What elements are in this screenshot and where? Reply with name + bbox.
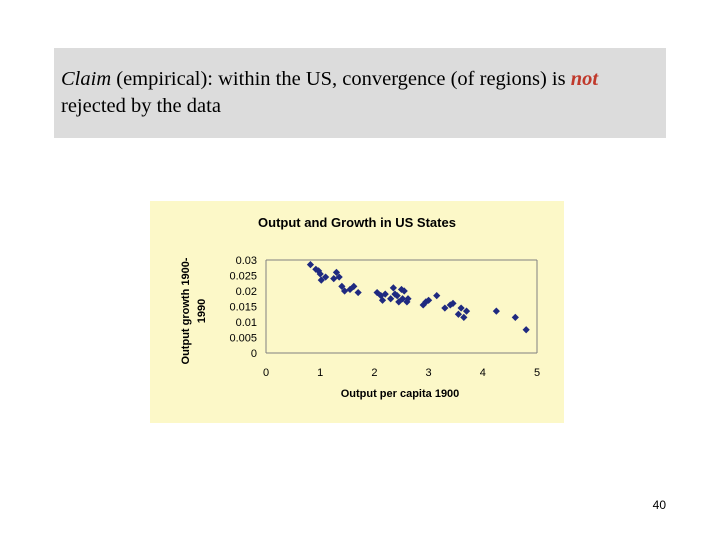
claim-end: rejected by the data: [61, 95, 221, 117]
data-point: [404, 295, 412, 303]
y-tick-label: 0.02: [236, 286, 257, 298]
y-tick-label: 0.01: [236, 317, 257, 329]
y-tick-label: 0.025: [229, 271, 257, 283]
claim-word: Claim: [61, 68, 112, 90]
chart-title: Output and Growth in US States: [258, 215, 456, 230]
data-point: [400, 287, 408, 295]
y-axis-title-line: 1990: [196, 299, 208, 323]
y-ticks: 0 0.005 0.01 0.015 0.02 0.025 0.03: [229, 255, 257, 360]
x-tick-label: 1: [317, 367, 323, 379]
data-point: [340, 287, 349, 295]
y-tick-label: 0.03: [236, 255, 257, 267]
claim-rest: (empirical): within the US, convergence …: [111, 68, 571, 90]
x-ticks: 0 1 2 3 4 5: [263, 367, 540, 379]
y-tick-label: 0.005: [229, 333, 257, 345]
x-tick-label: 3: [426, 367, 432, 379]
data-point: [462, 307, 471, 315]
x-axis-title: Output per capita 1900: [341, 388, 460, 400]
data-point: [511, 313, 519, 321]
data-point: [454, 310, 463, 318]
data-point: [398, 295, 407, 303]
data-point: [457, 304, 465, 312]
data-point: [387, 295, 395, 303]
data-point: [306, 261, 315, 269]
data-point: [393, 292, 401, 300]
x-tick-label: 0: [263, 367, 269, 379]
y-tick-label: 0: [251, 348, 257, 360]
x-tick-label: 4: [480, 367, 486, 379]
scatter-chart: Output and Growth in US States Output gr…: [180, 215, 540, 400]
data-point: [446, 301, 454, 309]
y-tick-label: 0.015: [229, 302, 257, 314]
data-point: [322, 273, 330, 281]
not-word: not: [570, 68, 599, 90]
y-axis-title-line: Output growth 1900-: [180, 257, 192, 364]
axes: [265, 259, 538, 354]
chart-panel: Output and Growth in US States Output gr…: [150, 201, 564, 423]
data-points: [306, 261, 530, 334]
claim-box: Claim (empirical): within the US, conver…: [54, 48, 666, 138]
page-number: 40: [652, 498, 666, 512]
data-point: [433, 292, 441, 300]
data-point: [425, 296, 433, 304]
data-point: [354, 288, 362, 297]
y-axis-title-group: Output growth 1900- 1990: [180, 257, 208, 364]
data-point: [492, 307, 500, 315]
claim-text: Claim (empirical): within the US, conver…: [61, 66, 661, 120]
data-point: [522, 326, 530, 334]
x-tick-label: 2: [371, 367, 377, 379]
data-point: [389, 284, 397, 292]
x-tick-label: 5: [534, 367, 540, 379]
data-point: [330, 275, 338, 283]
